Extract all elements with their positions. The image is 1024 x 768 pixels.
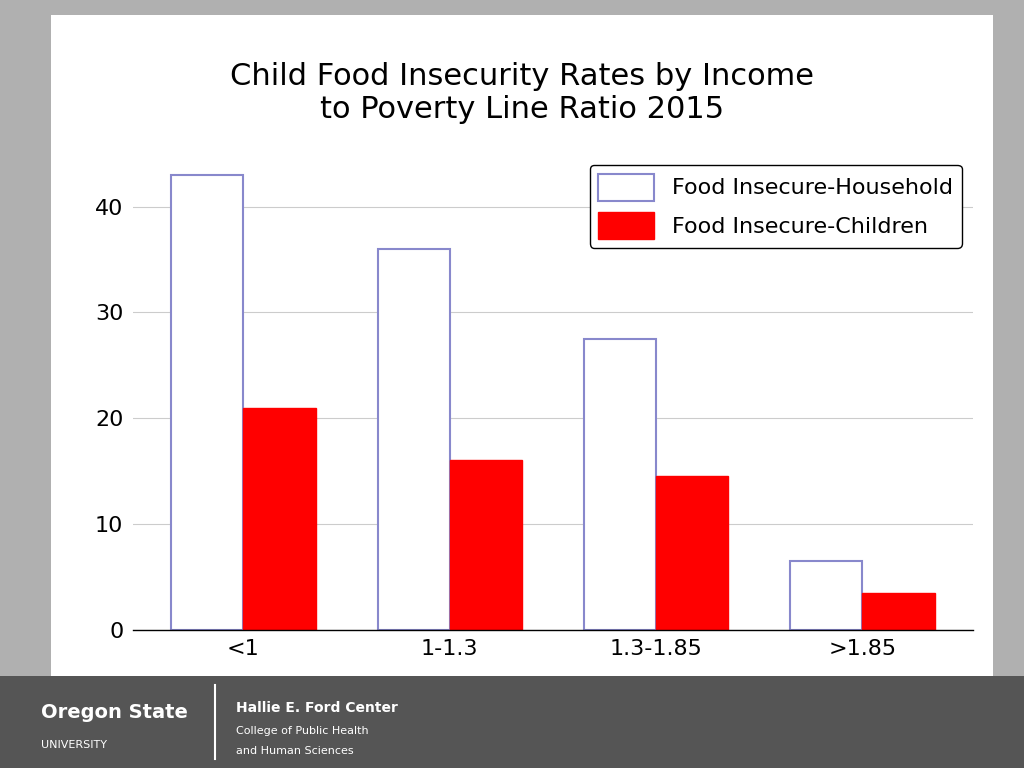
Bar bbox=[171, 175, 244, 630]
Text: College of Public Health: College of Public Health bbox=[236, 726, 369, 737]
Text: and Human Sciences: and Human Sciences bbox=[236, 746, 353, 756]
Bar bbox=[450, 461, 522, 630]
Bar bbox=[656, 476, 728, 630]
Text: UNIVERSITY: UNIVERSITY bbox=[41, 740, 106, 750]
Legend: Food Insecure-Household, Food Insecure-Children: Food Insecure-Household, Food Insecure-C… bbox=[590, 164, 962, 248]
Text: Oregon State: Oregon State bbox=[41, 703, 187, 722]
Text: Child Food Insecurity Rates by Income
to Poverty Line Ratio 2015: Child Food Insecurity Rates by Income to… bbox=[230, 61, 814, 124]
Bar bbox=[378, 249, 450, 630]
Bar bbox=[584, 339, 656, 630]
Text: Hallie E. Ford Center: Hallie E. Ford Center bbox=[236, 701, 397, 715]
Bar bbox=[791, 561, 862, 630]
Bar bbox=[244, 408, 315, 630]
Bar bbox=[862, 593, 935, 630]
